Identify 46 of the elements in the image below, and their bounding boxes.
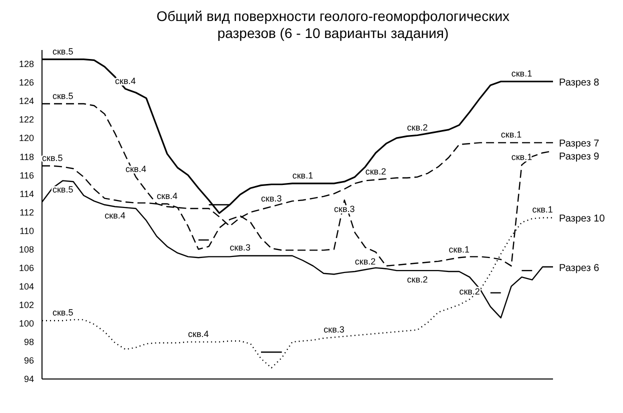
- y-tick-label: 98: [24, 337, 34, 348]
- data-label: скв.5: [52, 308, 74, 318]
- y-tick-label: 100: [18, 318, 34, 329]
- y-tick-label: 110: [20, 226, 34, 236]
- y-tick-label: 104: [18, 282, 34, 292]
- data-label: скв.1: [292, 170, 314, 180]
- data-label: скв.4: [156, 190, 178, 201]
- y-tick-label: 102: [18, 300, 34, 310]
- y-tick-label: 96: [24, 356, 34, 366]
- y-tick-label: 124: [18, 96, 34, 106]
- series-label: Разрез 10: [559, 214, 606, 225]
- y-tick-label: 116: [20, 170, 34, 180]
- y-tick-label: 128: [18, 59, 34, 70]
- data-label: скв.5: [52, 46, 74, 56]
- y-tick-label: 94: [24, 374, 34, 384]
- data-label: скв.1: [511, 152, 532, 162]
- data-label: скв.2: [459, 286, 480, 296]
- data-label: скв.1: [511, 68, 532, 79]
- y-tick-label: 122: [18, 114, 34, 125]
- y-tick-label: 108: [18, 244, 34, 254]
- data-label: скв.3: [230, 242, 251, 253]
- data-label: скв.2: [354, 256, 376, 267]
- series-label: Разрез 6: [559, 262, 600, 274]
- data-label: скв.4: [104, 210, 126, 221]
- data-label: скв.5: [52, 184, 74, 195]
- series-label: Разрез 9: [559, 152, 600, 163]
- data-label: скв.4: [188, 328, 209, 339]
- data-label: скв.2: [365, 166, 386, 177]
- series-label: Разрез 7: [559, 138, 600, 150]
- chart-title: Общий вид поверхности геолого-геоморфологических разрезов (6 - 10 варианты задания): [155, 8, 511, 42]
- data-label: скв.2: [407, 122, 428, 132]
- data-label: скв.1: [500, 130, 522, 140]
- y-tick-label: 114: [20, 188, 34, 199]
- y-tick-label: 126: [18, 78, 34, 88]
- data-label: скв.3: [261, 194, 282, 204]
- data-label: скв.1: [532, 204, 553, 215]
- series-label: Разрез 8: [559, 78, 600, 89]
- data-label: скв.1: [448, 244, 470, 255]
- y-tick-label: 106: [18, 262, 34, 273]
- y-tick-label: 112: [20, 207, 34, 218]
- data-label: скв.3: [324, 324, 344, 334]
- y-tick-label: 120: [18, 133, 34, 144]
- data-label: скв.5: [52, 90, 74, 101]
- data-label: скв.4: [125, 164, 146, 174]
- data-label: скв.2: [407, 274, 428, 285]
- y-tick-label: 118: [20, 152, 34, 162]
